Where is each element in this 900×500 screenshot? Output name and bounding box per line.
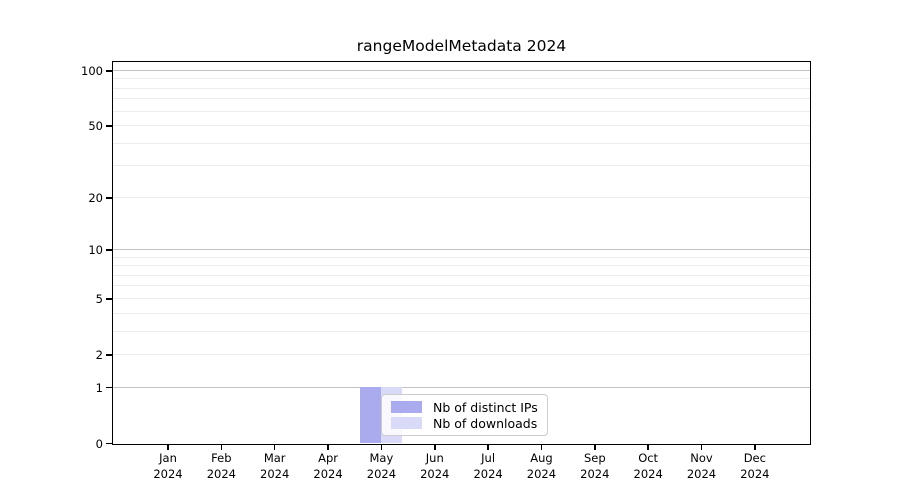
gridline-minor <box>113 353 810 355</box>
x-tick-year: 2024 <box>526 466 557 481</box>
x-tick-year: 2024 <box>420 466 450 481</box>
gridline-minor <box>113 297 810 299</box>
x-tick-month: Apr <box>318 451 338 465</box>
x-axis-tick-label: Feb 2024 <box>191 451 251 482</box>
gridline-minor <box>113 125 810 127</box>
x-axis-tick-label: Jun 2024 <box>405 451 465 482</box>
x-tick-month: Jan <box>159 451 177 465</box>
x-tick-year: 2024 <box>740 466 770 481</box>
x-tick-month: Nov <box>690 451 713 465</box>
legend: Nb of distinct IPs Nb of downloads <box>381 394 548 436</box>
gridline-minor <box>113 87 810 89</box>
x-tick-year: 2024 <box>686 466 717 481</box>
x-tick-month: Mar <box>263 451 286 465</box>
gridline-minor <box>113 142 810 144</box>
gridline-minor <box>113 165 810 167</box>
chart-title: rangeModelMetadata 2024 <box>356 37 567 55</box>
x-axis-tick-label: Dec 2024 <box>725 451 785 482</box>
x-axis-tick-label: Sep 2024 <box>565 451 625 482</box>
x-axis-tick <box>434 445 436 450</box>
gridline-major <box>113 386 810 388</box>
x-tick-year: 2024 <box>580 466 610 481</box>
y-axis-tick <box>106 354 112 356</box>
x-axis-tick-label: Jul 2024 <box>458 451 518 482</box>
x-tick-year: 2024 <box>206 466 236 481</box>
x-tick-month: May <box>369 451 394 465</box>
gridline-major <box>113 248 810 250</box>
y-axis-tick <box>106 125 112 127</box>
x-tick-year: 2024 <box>633 466 663 481</box>
gridline-minor <box>113 285 810 287</box>
x-axis-tick <box>273 445 276 450</box>
x-tick-month: Sep <box>583 451 606 465</box>
legend-swatch-distinct-ips-icon <box>391 401 422 413</box>
x-tick-month: Feb <box>211 451 232 465</box>
x-axis-tick <box>220 445 223 450</box>
gridline-minor <box>113 265 810 267</box>
y-axis-tick <box>106 386 112 389</box>
gridline-minor <box>113 110 810 112</box>
gridline-minor <box>113 256 810 258</box>
y-axis-tick-label: 5 <box>95 291 103 306</box>
x-axis-tick <box>647 445 649 450</box>
x-tick-year: 2024 <box>366 466 397 481</box>
x-axis-tick <box>380 445 383 450</box>
legend-swatch-downloads-icon <box>391 417 422 429</box>
legend-item-downloads: Nb of downloads <box>391 415 539 431</box>
y-axis-tick-label: 100 <box>81 64 103 78</box>
y-axis-tick <box>106 197 112 199</box>
gridline-minor <box>113 98 810 100</box>
y-axis-tick-label: 0 <box>95 436 103 451</box>
plot-area <box>112 61 811 445</box>
x-axis-tick-label: May 2024 <box>351 451 411 482</box>
gridline-minor <box>113 312 810 314</box>
x-axis-tick-label: Mar 2024 <box>245 451 305 482</box>
y-axis-tick-label: 1 <box>95 380 103 395</box>
x-tick-month: Jun <box>425 451 444 465</box>
y-axis-tick-label: 20 <box>88 190 103 205</box>
bar-distinct-ips <box>359 387 381 443</box>
y-axis-tick-label: 2 <box>95 347 103 362</box>
x-tick-year: 2024 <box>153 466 183 481</box>
x-axis-tick <box>167 445 169 450</box>
y-axis-tick <box>106 298 112 300</box>
x-axis-tick <box>594 445 596 450</box>
y-axis-tick <box>106 70 112 72</box>
x-tick-year: 2024 <box>313 466 343 481</box>
gridline-minor <box>113 274 810 276</box>
legend-label-downloads: Nb of downloads <box>433 415 538 431</box>
x-tick-month: Jul <box>481 451 496 465</box>
x-axis-tick <box>700 445 703 450</box>
x-axis-tick-label: Nov 2024 <box>672 451 732 482</box>
x-axis-tick <box>540 445 543 450</box>
y-axis-tick-label: 10 <box>88 242 103 257</box>
x-axis-tick <box>754 445 756 450</box>
y-axis-tick <box>106 442 112 445</box>
gridline-minor <box>113 196 810 198</box>
x-tick-year: 2024 <box>260 466 290 481</box>
x-axis-tick-label: Oct 2024 <box>618 451 678 482</box>
x-axis-tick-label: Jan 2024 <box>138 451 198 482</box>
x-axis-tick <box>487 445 489 450</box>
y-axis-tick-label: 50 <box>88 119 103 134</box>
x-axis-tick-label: Apr 2024 <box>298 451 358 482</box>
x-axis-tick-label: Aug 2024 <box>511 451 571 482</box>
x-tick-month: Dec <box>743 451 766 465</box>
legend-item-distinct-ips: Nb of distinct IPs <box>391 399 539 415</box>
x-axis-tick <box>327 445 329 450</box>
gridline-major <box>113 70 810 71</box>
gridline-minor <box>113 78 810 80</box>
gridline-minor <box>113 330 810 332</box>
x-tick-year: 2024 <box>473 466 503 481</box>
x-tick-month: Oct <box>638 451 659 465</box>
x-tick-month: Aug <box>530 451 553 465</box>
legend-label-distinct-ips: Nb of distinct IPs <box>433 399 538 415</box>
y-axis-tick <box>106 249 112 251</box>
